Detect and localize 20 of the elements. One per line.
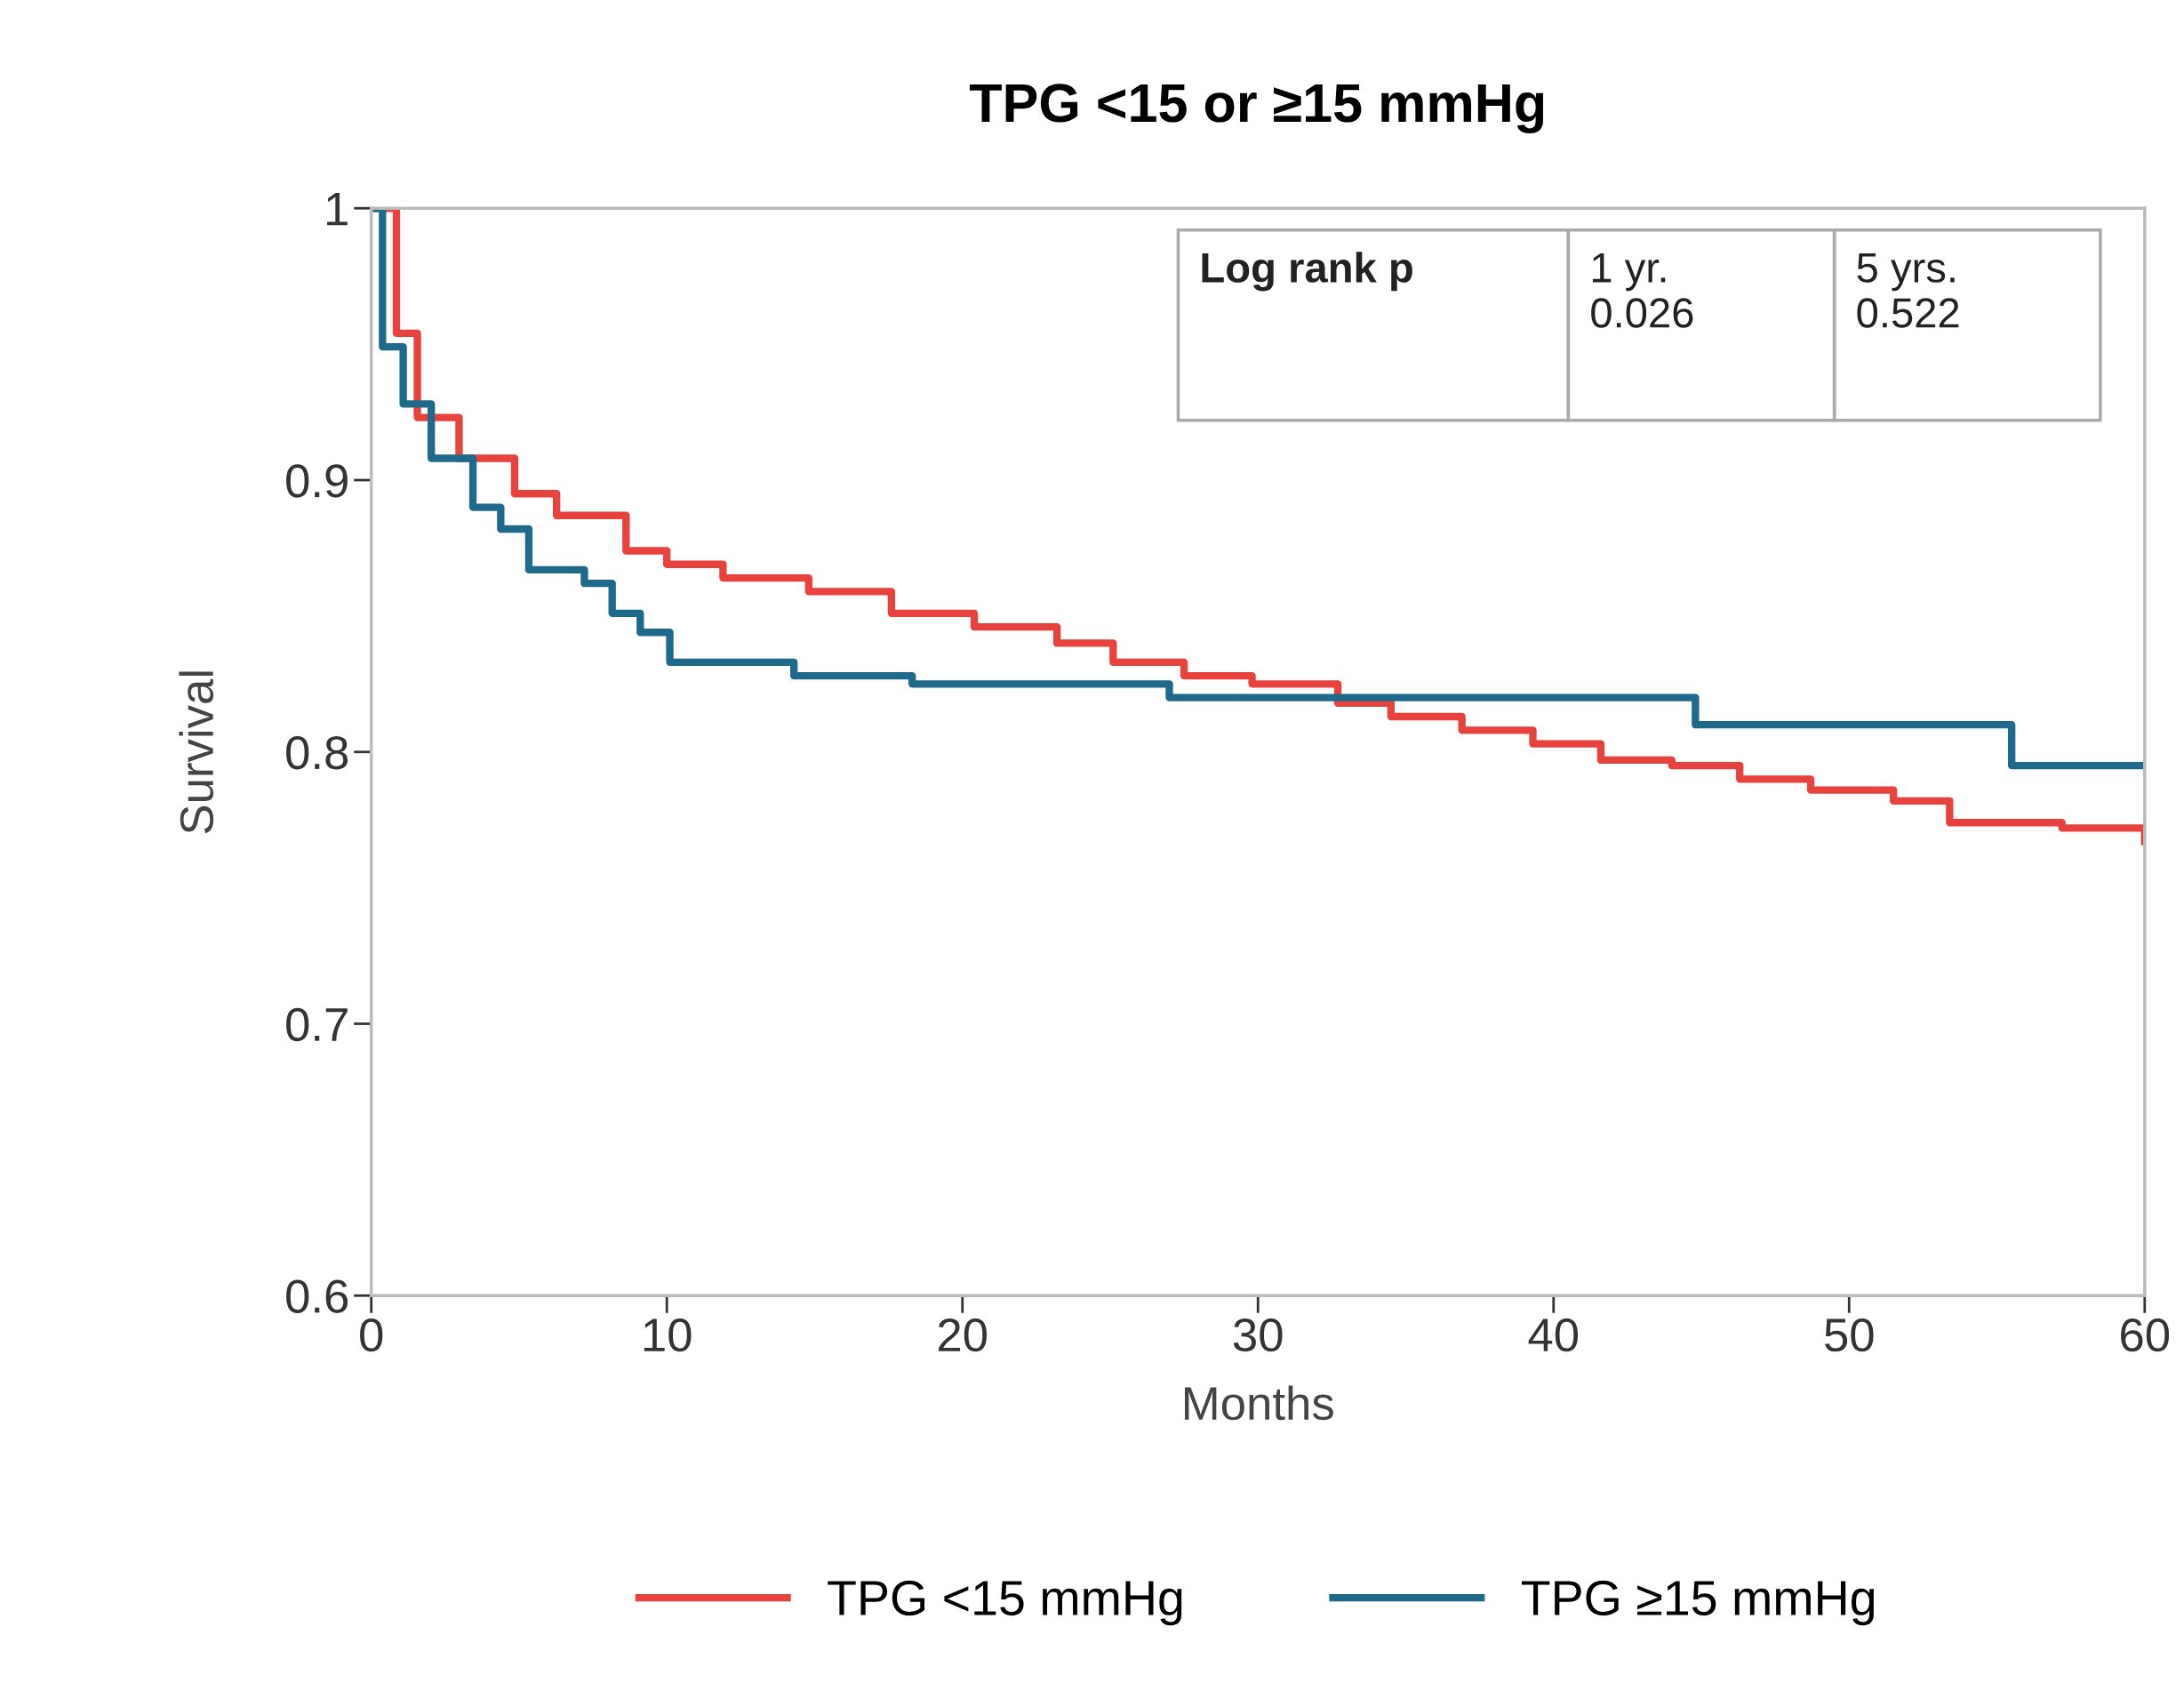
- y-axis-title: Survival: [179, 671, 214, 834]
- x-tick-label: 50: [1825, 1318, 1874, 1352]
- x-tick-label: 20: [939, 1318, 988, 1352]
- y-tick-label: 0.7: [286, 1007, 348, 1042]
- x-tick-label: 60: [2121, 1318, 2170, 1352]
- legend-label: TPG ≥15 mmHg: [1521, 1580, 1875, 1626]
- x-tick-label: 0: [360, 1318, 383, 1352]
- legend-label: TPG <15 mmHg: [828, 1580, 1182, 1626]
- x-axis-title: Months: [1185, 1385, 1333, 1421]
- chart-title: TPG <15 or ≥15 mmHg: [969, 84, 1544, 133]
- x-tick-label: 10: [644, 1318, 692, 1352]
- annotation: 5 yrs. 0.522: [1857, 252, 1959, 328]
- x-tick-label: 40: [1528, 1318, 1579, 1352]
- y-tick-label: 0.8: [286, 736, 348, 770]
- y-tick-label: 0.9: [286, 464, 348, 498]
- y-tick-label: 0.6: [286, 1279, 348, 1313]
- annotation: 1 yr. 0.026: [1591, 252, 1693, 328]
- annotation: Log rank p: [1202, 252, 1412, 292]
- x-tick-label: 30: [1233, 1318, 1283, 1352]
- y-tick-label: 1: [327, 193, 348, 226]
